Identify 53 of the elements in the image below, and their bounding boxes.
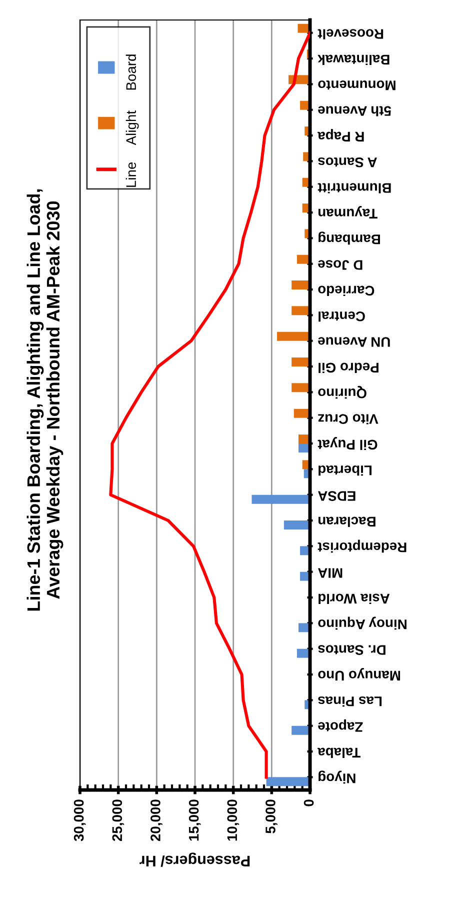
- y-tick-label: UN Avenue: [318, 337, 390, 347]
- y-tick-label: Baclaran: [318, 516, 376, 527]
- y-tick-label: Gil Puyat: [318, 437, 378, 450]
- y-tick-label: Libertad: [318, 465, 372, 476]
- y-tick-label: Talaba: [318, 748, 360, 758]
- x-axis-title: Passengers/ Hr: [140, 852, 250, 867]
- y-tick-label: Manuyo Uno: [318, 668, 400, 680]
- y-tick-label: Ninoy Aquino: [318, 616, 406, 630]
- y-tick-label: Roosevelt: [318, 29, 384, 40]
- y-tick-label: Asia World: [318, 594, 390, 604]
- x-tick-label: 5,000: [266, 800, 278, 834]
- bar: [284, 520, 310, 530]
- x-tick-label: 15,000: [188, 800, 201, 841]
- y-tick-label: Monumento: [318, 80, 396, 90]
- y-tick-label: Balintawak: [318, 54, 390, 65]
- y-tick-label: Bambang: [318, 232, 380, 245]
- text: Line-1 Station Boarding, Alighting and Line Load, Average Weekday - Northbound AM-Peak 2030: [26, 189, 64, 611]
- x-tick-label: 30,000: [74, 800, 86, 842]
- legend-label: Line: [126, 162, 136, 187]
- y-tick-label: Dr. Santos: [318, 645, 386, 655]
- x-tick-label: 25,000: [112, 800, 124, 842]
- y-tick-label: 5th Avenue: [318, 106, 392, 116]
- bar: [292, 306, 310, 316]
- bar: [266, 777, 310, 786]
- y-tick-label: MIA: [318, 568, 342, 578]
- legend-label: Alight: [126, 110, 139, 146]
- x-tick-label: 0: [304, 800, 314, 806]
- y-tick-label: Vito Cruz: [318, 414, 378, 424]
- y-tick-label: EDSA: [318, 491, 356, 501]
- y-tick-label: D Jose: [318, 260, 362, 270]
- x-tick-label: 20,000: [150, 800, 162, 842]
- y-tick-label: Pedro Gil: [318, 362, 378, 373]
- y-tick-label: Carriedo: [318, 286, 374, 296]
- y-tick-label: Quirino: [318, 386, 366, 399]
- y-tick-label: R Papa: [318, 129, 364, 142]
- y-tick-label: Blumentritt: [318, 183, 391, 194]
- bar: [277, 332, 310, 341]
- bar: [292, 280, 310, 290]
- bar: [252, 494, 310, 504]
- bar: [294, 408, 310, 418]
- bar: [292, 383, 310, 392]
- y-tick-label: Niyog: [318, 770, 356, 784]
- bar: [292, 726, 310, 735]
- y-tick-label: Redemptorist: [318, 540, 406, 553]
- y-tick-label: A Santos: [318, 157, 377, 168]
- bar: [292, 358, 310, 366]
- legend-label: Board: [126, 54, 136, 90]
- x-tick-label: 10,000: [227, 800, 240, 841]
- y-tick-label: Las Pinas: [318, 696, 382, 707]
- y-tick-label: Central: [318, 311, 365, 322]
- bar: [298, 24, 310, 33]
- y-tick-label: Tayuman: [318, 206, 378, 218]
- y-tick-label: Zapote: [318, 719, 363, 732]
